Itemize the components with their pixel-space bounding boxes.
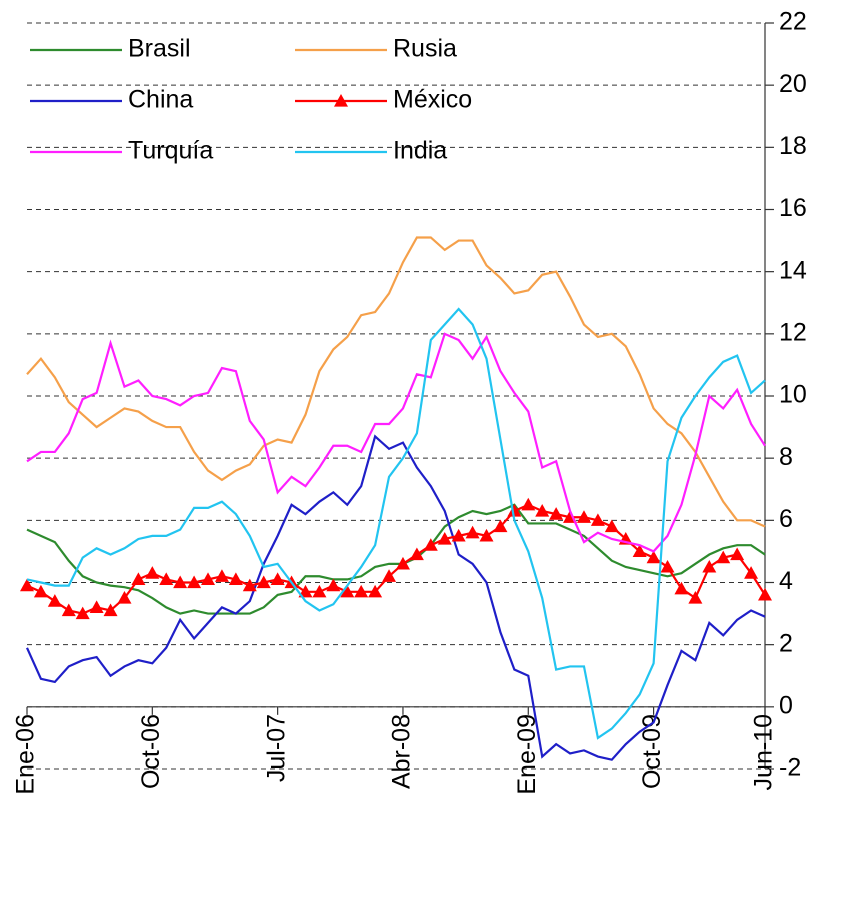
point-marker bbox=[326, 578, 341, 592]
point-marker bbox=[201, 572, 216, 585]
legend: Brasil Rusia China México Turquía India bbox=[30, 35, 472, 165]
point-marker bbox=[423, 538, 438, 551]
point-marker bbox=[409, 547, 424, 561]
point-marker bbox=[228, 572, 243, 585]
point-marker bbox=[33, 584, 48, 598]
point-marker bbox=[744, 566, 759, 579]
y-tick-label: -2 bbox=[779, 754, 801, 782]
y-tick-label: 20 bbox=[779, 70, 807, 98]
y-tick-label: 10 bbox=[779, 381, 807, 409]
legend-label: Turquía bbox=[128, 137, 213, 165]
point-marker bbox=[590, 513, 605, 526]
point-marker bbox=[256, 575, 271, 589]
point-marker bbox=[646, 550, 661, 564]
point-marker bbox=[20, 578, 34, 592]
point-marker bbox=[89, 600, 104, 613]
point-marker bbox=[395, 556, 410, 570]
point-marker bbox=[382, 569, 397, 582]
point-marker bbox=[716, 550, 731, 564]
series-line bbox=[26, 503, 766, 615]
legend-label: Rusia bbox=[393, 35, 457, 63]
point-marker bbox=[507, 504, 522, 517]
point-marker bbox=[354, 584, 369, 598]
point-marker bbox=[702, 559, 717, 573]
point-marker bbox=[604, 519, 619, 533]
point-marker bbox=[535, 504, 550, 517]
legend-label: India bbox=[393, 137, 447, 165]
point-marker bbox=[660, 559, 675, 573]
y-tick-label: 8 bbox=[779, 443, 793, 471]
x-tick-label: Jun-10 bbox=[750, 714, 778, 790]
point-marker bbox=[61, 603, 76, 617]
point-marker bbox=[47, 594, 62, 607]
point-marker bbox=[465, 525, 480, 539]
y-tick-label: 4 bbox=[779, 567, 793, 595]
y-tick-label: 0 bbox=[779, 691, 793, 719]
x-tick-label: Oct-06 bbox=[137, 714, 165, 789]
point-marker bbox=[298, 584, 313, 598]
point-marker bbox=[576, 510, 591, 523]
y-tick-label: 16 bbox=[779, 194, 807, 222]
y-tick-label: 12 bbox=[779, 318, 807, 346]
point-marker bbox=[758, 587, 772, 601]
y-tick-label: 18 bbox=[779, 132, 807, 160]
point-marker bbox=[312, 584, 327, 598]
y-tick-label: 14 bbox=[779, 256, 807, 284]
x-tick-label: Abr-08 bbox=[388, 714, 416, 789]
legend-label: México bbox=[393, 86, 472, 114]
point-marker bbox=[688, 591, 703, 604]
point-marker bbox=[117, 591, 132, 604]
point-marker bbox=[549, 507, 564, 520]
point-marker bbox=[521, 497, 536, 511]
y-tick-label: 6 bbox=[779, 505, 793, 533]
point-marker bbox=[103, 603, 118, 617]
series-line bbox=[25, 434, 766, 761]
point-marker bbox=[270, 572, 285, 585]
point-marker bbox=[674, 581, 689, 595]
point-marker bbox=[368, 584, 383, 598]
x-tick-label: Ene-06 bbox=[12, 714, 40, 795]
point-marker bbox=[479, 528, 494, 542]
y-tick-label: 2 bbox=[779, 629, 793, 657]
x-tick-label: Oct-09 bbox=[638, 714, 666, 789]
point-marker bbox=[493, 519, 508, 533]
point-marker bbox=[173, 575, 188, 589]
legend-label: China bbox=[128, 86, 193, 114]
point-marker bbox=[340, 584, 355, 598]
series-line bbox=[26, 332, 766, 553]
point-marker bbox=[451, 528, 466, 542]
x-tick-label: Jul-07 bbox=[262, 714, 290, 782]
y-tick-label: 22 bbox=[779, 8, 807, 36]
point-marker bbox=[437, 531, 452, 545]
point-marker bbox=[242, 578, 257, 592]
point-marker bbox=[214, 569, 229, 582]
series-line bbox=[26, 307, 766, 740]
legend-label: Brasil bbox=[128, 35, 191, 63]
point-marker bbox=[159, 572, 174, 585]
point-marker bbox=[632, 544, 647, 558]
point-marker bbox=[187, 575, 202, 589]
point-marker bbox=[131, 572, 146, 585]
point-marker bbox=[75, 606, 90, 620]
point-marker bbox=[730, 547, 745, 561]
legend-marker bbox=[334, 94, 348, 107]
point-marker bbox=[145, 566, 160, 579]
series-line bbox=[26, 236, 766, 528]
